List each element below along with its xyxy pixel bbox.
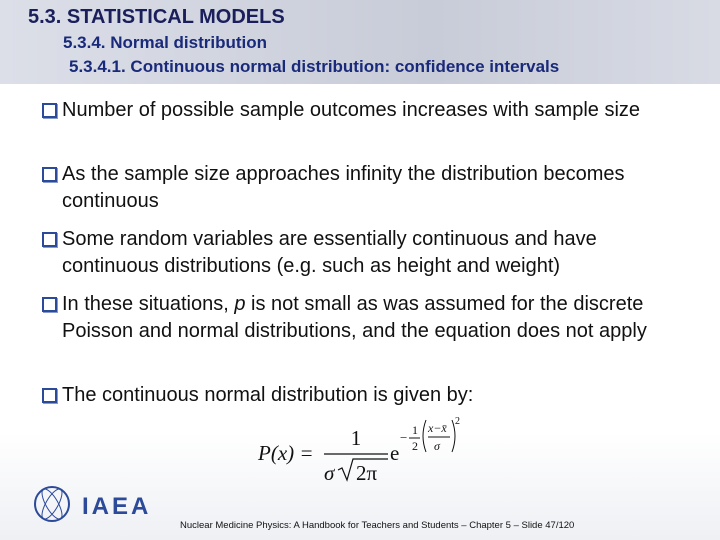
logo-globe — [34, 486, 70, 522]
subtitle: 5.3.4. Normal distribution — [63, 33, 268, 52]
bullet-icon — [42, 167, 57, 182]
exp-minus: − — [400, 430, 407, 445]
subsubtitle: 5.3.4.1. Continuous normal distribution:… — [69, 57, 560, 76]
bullet-text: Some random variables are essentially co… — [62, 228, 597, 277]
bullet: In these situations, p is not small as w… — [62, 291, 662, 344]
bullet-icon — [42, 297, 57, 312]
logo-text: IAEA — [82, 493, 151, 520]
formula: P(x) = 1 σ 2π e − 1 2 x−x̄ σ 2 — [257, 416, 460, 485]
bullet: Some random variables are essentially co… — [62, 226, 692, 279]
bullet: Number of possible sample outcomes incre… — [62, 97, 692, 124]
formula-e: e — [390, 441, 399, 465]
logo-orbit — [41, 488, 63, 520]
bullet-text: The continuous normal distribution is gi… — [62, 384, 474, 406]
exp-inner-den: σ — [434, 439, 441, 453]
radical — [337, 458, 388, 482]
exp-power: 2 — [455, 416, 460, 427]
bullet-text: As the sample size approaches infinity t… — [62, 163, 625, 212]
bullet-icon — [42, 232, 57, 247]
paren — [451, 419, 456, 453]
logo-orbit — [41, 488, 63, 520]
formula-numerator: 1 — [351, 426, 362, 450]
bullet-icon — [42, 388, 57, 403]
paren — [422, 419, 427, 453]
bullet-text-italic: p — [234, 293, 246, 315]
bullet-text: Number of possible sample outcomes incre… — [62, 99, 641, 121]
bullet: The continuous normal distribution is gi… — [62, 382, 692, 409]
exp-num: 1 — [412, 423, 418, 437]
bullet: As the sample size approaches infinity t… — [62, 161, 692, 214]
header-band — [0, 0, 720, 84]
bullet-text: In these situations, — [62, 293, 235, 315]
bullet-icon — [42, 103, 57, 118]
title: 5.3. STATISTICAL MODELS — [28, 6, 285, 28]
bullet-text: is not small as was assumed for the disc… — [62, 293, 647, 342]
logo: IAEA — [34, 486, 151, 522]
formula-radicand: 2π — [356, 461, 378, 485]
exp-inner-num: x−x̄ — [427, 421, 447, 435]
exp-den: 2 — [412, 439, 418, 453]
footer: Nuclear Medicine Physics: A Handbook for… — [180, 520, 575, 531]
formula-sigma: σ — [324, 461, 336, 485]
formula-lhs: P(x) = — [257, 441, 314, 465]
